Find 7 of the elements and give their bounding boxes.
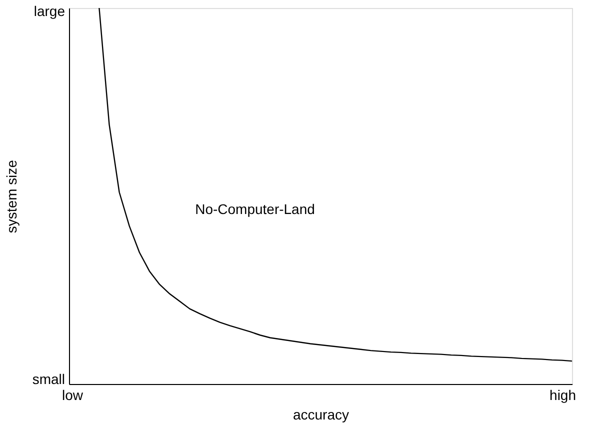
text: small	[32, 371, 65, 387]
text: low	[62, 387, 84, 403]
text: high	[550, 387, 576, 403]
annotation: No-Computer-Land	[195, 201, 315, 217]
text: large	[34, 3, 66, 19]
y-axis-title: system size	[4, 160, 20, 234]
x-axis-title: accuracy	[292, 406, 350, 422]
